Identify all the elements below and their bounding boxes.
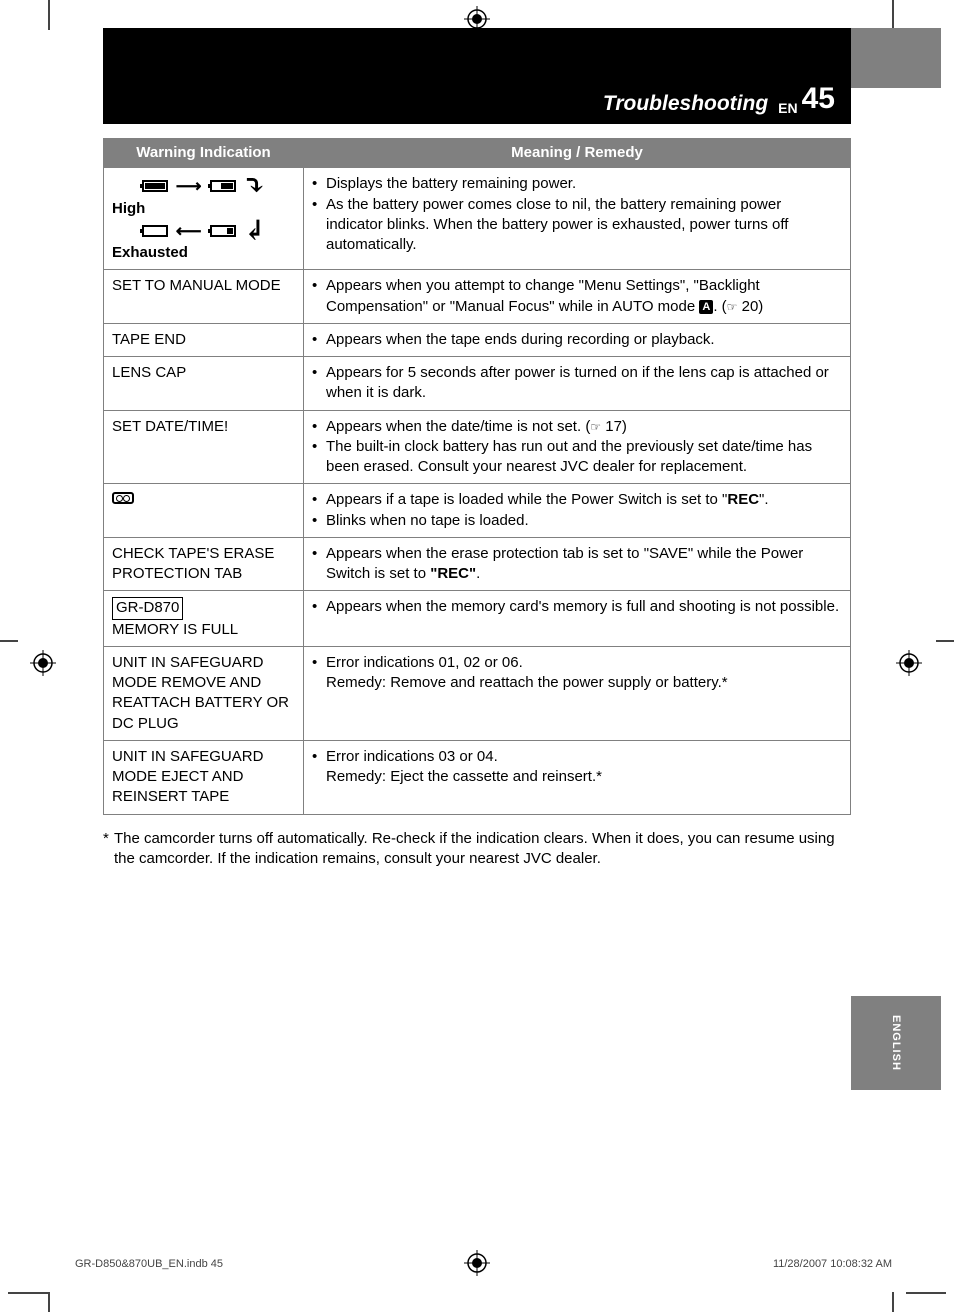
warning-label: GR-D870 MEMORY IS FULL	[104, 591, 304, 647]
registration-mark-left	[30, 650, 56, 676]
remedy-cell: Error indications 01, 02 or 06. Remedy: …	[304, 646, 851, 740]
warning-label: UNIT IN SAFEGUARD MODE REMOVE AND REATTA…	[104, 646, 304, 740]
arrow-right-icon: ⟶	[176, 174, 202, 198]
side-tab-label: ENGLISH	[890, 1015, 902, 1071]
page-number: 45	[802, 82, 835, 116]
battery-remedy-cell: Displays the battery remaining power. As…	[304, 168, 851, 270]
footnote-text: The camcorder turns off automatically. R…	[114, 829, 851, 870]
model-badge: GR-D870	[112, 597, 183, 619]
table-row: LENS CAP Appears for 5 seconds after pow…	[104, 357, 851, 411]
footnote-asterisk: *	[103, 829, 114, 870]
memory-full-label: MEMORY IS FULL	[112, 621, 238, 638]
remedy-item: Displays the battery remaining power.	[312, 174, 842, 194]
remedy-cell: Appears when the tape ends during record…	[304, 323, 851, 356]
remedy-item: Appears when the memory card's memory is…	[312, 597, 842, 617]
warning-label: SET TO MANUAL MODE	[104, 270, 304, 324]
table-row: Appears if a tape is loaded while the Po…	[104, 484, 851, 538]
remedy-cell: Appears for 5 seconds after power is tur…	[304, 357, 851, 411]
footer-filename: GR-D850&870UB_EN.indb 45	[75, 1258, 223, 1270]
page-ref-icon: ☞	[590, 419, 601, 435]
remedy-cell: Error indications 03 or 04. Remedy: Ejec…	[304, 740, 851, 814]
auto-mode-badge: A	[699, 300, 713, 315]
remedy-item: Appears when the tape ends during record…	[312, 330, 842, 350]
page-content: ENGLISH Troubleshooting EN 45 Warning In…	[103, 28, 851, 869]
battery-exhausted-label: Exhausted	[112, 243, 295, 263]
remedy-cell: Appears when the erase protection tab is…	[304, 537, 851, 591]
battery-mid-icon	[210, 180, 236, 192]
footnote: * The camcorder turns off automatically.…	[103, 829, 851, 870]
top-grey-tab	[851, 28, 941, 88]
table-row: ⟶ ⤵ High ⟵ ↲ Exhausted Displays the batt…	[104, 168, 851, 270]
page-footer: GR-D850&870UB_EN.indb 45 11/28/2007 10:0…	[75, 1258, 892, 1270]
side-language-tab: ENGLISH	[851, 996, 941, 1090]
remedy-cell: Appears when you attempt to change "Menu…	[304, 270, 851, 324]
battery-empty-icon	[142, 225, 168, 237]
battery-low-icon	[210, 225, 236, 237]
remedy-cell: Appears when the memory card's memory is…	[304, 591, 851, 647]
table-row: UNIT IN SAFEGUARD MODE REMOVE AND REATTA…	[104, 646, 851, 740]
header-meaning: Meaning / Remedy	[304, 139, 851, 168]
remedy-item: The built-in clock battery has run out a…	[312, 437, 842, 478]
remedy-item: Appears when you attempt to change "Menu…	[312, 276, 842, 317]
table-row: CHECK TAPE'S ERASE PROTECTION TAB Appear…	[104, 537, 851, 591]
header-warning: Warning Indication	[104, 139, 304, 168]
remedy-item: Appears if a tape is loaded while the Po…	[312, 490, 842, 510]
remedy-item: Appears for 5 seconds after power is tur…	[312, 363, 842, 404]
cassette-icon-cell	[104, 484, 304, 538]
table-row: UNIT IN SAFEGUARD MODE EJECT AND REINSER…	[104, 740, 851, 814]
remedy-cell: Appears if a tape is loaded while the Po…	[304, 484, 851, 538]
remedy-item: Appears when the date/time is not set. (…	[312, 417, 842, 437]
table-header-row: Warning Indication Meaning / Remedy	[104, 139, 851, 168]
table-row: SET DATE/TIME! Appears when the date/tim…	[104, 410, 851, 484]
remedy-item: Blinks when no tape is loaded.	[312, 511, 842, 531]
remedy-item: As the battery power comes close to nil,…	[312, 195, 842, 256]
warning-label: SET DATE/TIME!	[104, 410, 304, 484]
warning-label: TAPE END	[104, 323, 304, 356]
registration-mark-right	[896, 650, 922, 676]
section-header: Troubleshooting EN 45	[103, 28, 851, 124]
cassette-icon	[112, 492, 134, 504]
warning-label: LENS CAP	[104, 357, 304, 411]
remedy-item: Error indications 03 or 04. Remedy: Ejec…	[312, 747, 842, 788]
troubleshooting-table: Warning Indication Meaning / Remedy ⟶ ⤵ …	[103, 138, 851, 815]
lang-code: EN	[778, 100, 797, 116]
remedy-item: Error indications 01, 02 or 06. Remedy: …	[312, 653, 842, 694]
warning-label: CHECK TAPE'S ERASE PROTECTION TAB	[104, 537, 304, 591]
arrow-left-icon: ⟵	[176, 219, 202, 243]
battery-high-label: High	[112, 199, 295, 219]
remedy-cell: Appears when the date/time is not set. (…	[304, 410, 851, 484]
table-row: GR-D870 MEMORY IS FULL Appears when the …	[104, 591, 851, 647]
warning-label: UNIT IN SAFEGUARD MODE EJECT AND REINSER…	[104, 740, 304, 814]
battery-full-icon	[142, 180, 168, 192]
section-title: Troubleshooting	[603, 92, 768, 116]
remedy-item: Appears when the erase protection tab is…	[312, 544, 842, 585]
footer-timestamp: 11/28/2007 10:08:32 AM	[773, 1258, 892, 1270]
page-ref-icon: ☞	[727, 299, 738, 315]
table-row: SET TO MANUAL MODE Appears when you atte…	[104, 270, 851, 324]
battery-indicator-cell: ⟶ ⤵ High ⟵ ↲ Exhausted	[104, 168, 304, 270]
table-row: TAPE END Appears when the tape ends duri…	[104, 323, 851, 356]
